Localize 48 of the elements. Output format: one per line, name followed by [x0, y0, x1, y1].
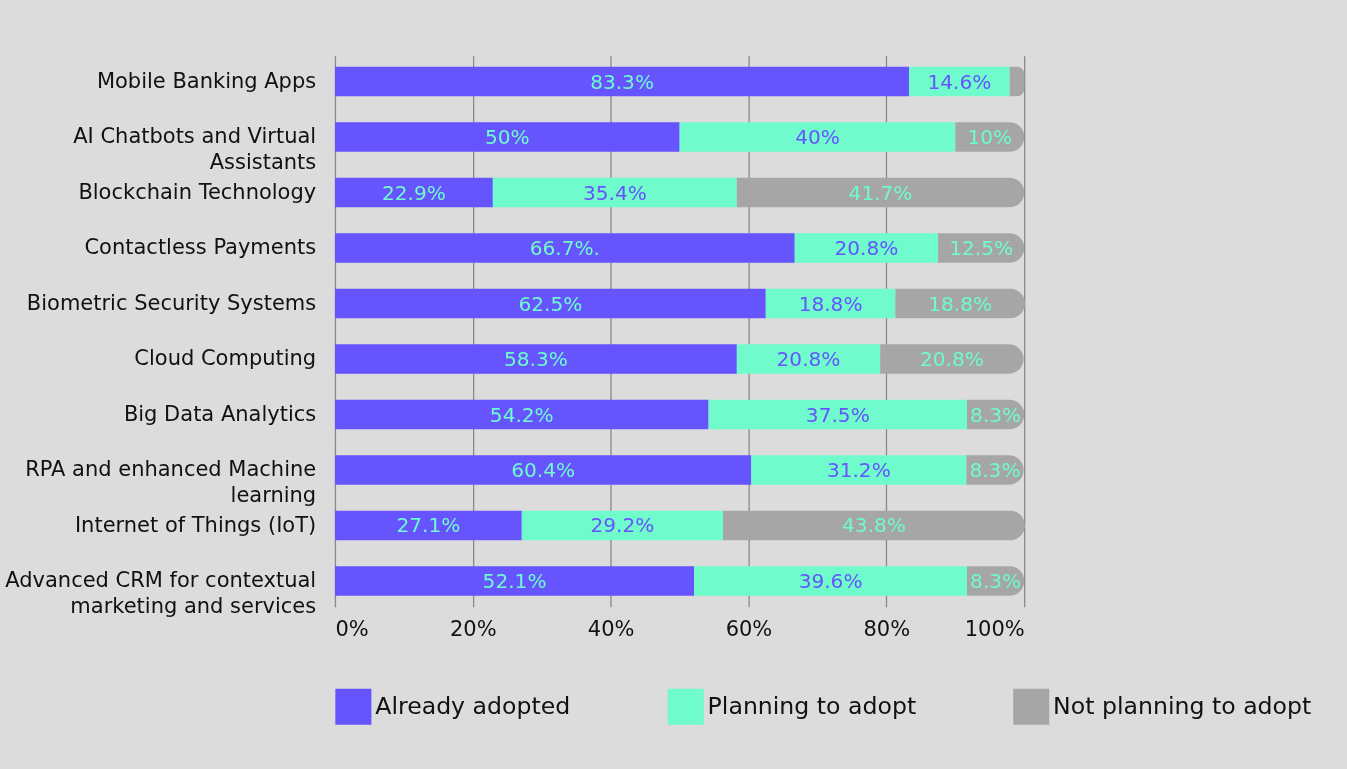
legend-label: Planning to adopt	[707, 691, 917, 720]
data-label: 39.6%	[798, 568, 863, 593]
data-label: 83.3%	[590, 69, 655, 94]
y-tick-label: RPA and enhanced Machine learning	[25, 457, 317, 508]
y-tick-label: Big Data Analytics	[123, 401, 317, 426]
x-tick-label: 100%	[964, 617, 1025, 642]
data-label: 20.8%	[776, 347, 841, 372]
data-label: 14.6%	[927, 69, 992, 94]
data-label: 8.3%	[970, 568, 1022, 593]
data-label: 22.9%	[381, 180, 446, 205]
data-label: 37.5%	[805, 402, 870, 427]
data-label: 10%	[967, 125, 1013, 150]
y-tick-label: Internet of Things (IoT)	[74, 512, 317, 537]
y-tick-label: Biometric Security Systems	[26, 290, 317, 315]
data-label: 50%	[484, 125, 530, 150]
data-label: 58.3%	[503, 347, 568, 372]
data-label: 54.2%	[489, 402, 554, 427]
data-label: 52.1%	[482, 568, 547, 593]
x-tick-label: 20%	[449, 617, 497, 642]
x-tick-label: 60%	[725, 617, 773, 642]
data-label: 66.7%.	[529, 236, 600, 261]
data-label: 8.3%	[969, 458, 1021, 482]
data-label: 60.4%	[511, 458, 576, 482]
data-label: 31.2%	[826, 458, 891, 482]
x-tick-label: 40%	[587, 617, 635, 642]
data-label: 35.4%	[582, 180, 647, 205]
x-tick-label: 0%	[335, 617, 369, 642]
data-label: 18.8%	[798, 291, 863, 316]
y-tick-label: Cloud Computing	[134, 346, 317, 371]
y-tick-label: AI Chatbots and Virtual Assistants	[73, 124, 317, 175]
y-tick-label: Advanced CRM for contextual marketing and services	[5, 568, 317, 619]
data-label: 18.8%	[928, 291, 993, 316]
y-tick-label: Blockchain Technology	[78, 179, 317, 204]
data-label: 41.7%	[848, 180, 913, 205]
y-tick-label: Mobile Banking Apps	[96, 68, 317, 93]
y-tick-label: Contactless Payments	[84, 235, 317, 260]
x-tick-label: 80%	[863, 617, 911, 642]
legend-label: Already adopted	[375, 691, 571, 720]
data-label: 12.5%	[949, 236, 1014, 261]
legend-label: Not planning to adopt	[1053, 691, 1312, 720]
data-label: 62.5%	[518, 291, 583, 316]
data-label: 20.8%	[919, 347, 984, 372]
data-label: 40%	[795, 125, 840, 150]
data-label: 29.2%	[590, 513, 655, 538]
data-label: 20.8%	[834, 236, 899, 261]
data-label: 43.8%	[842, 513, 906, 538]
data-label: 27.1%	[396, 513, 461, 538]
data-label: 8.3%	[970, 402, 1022, 427]
